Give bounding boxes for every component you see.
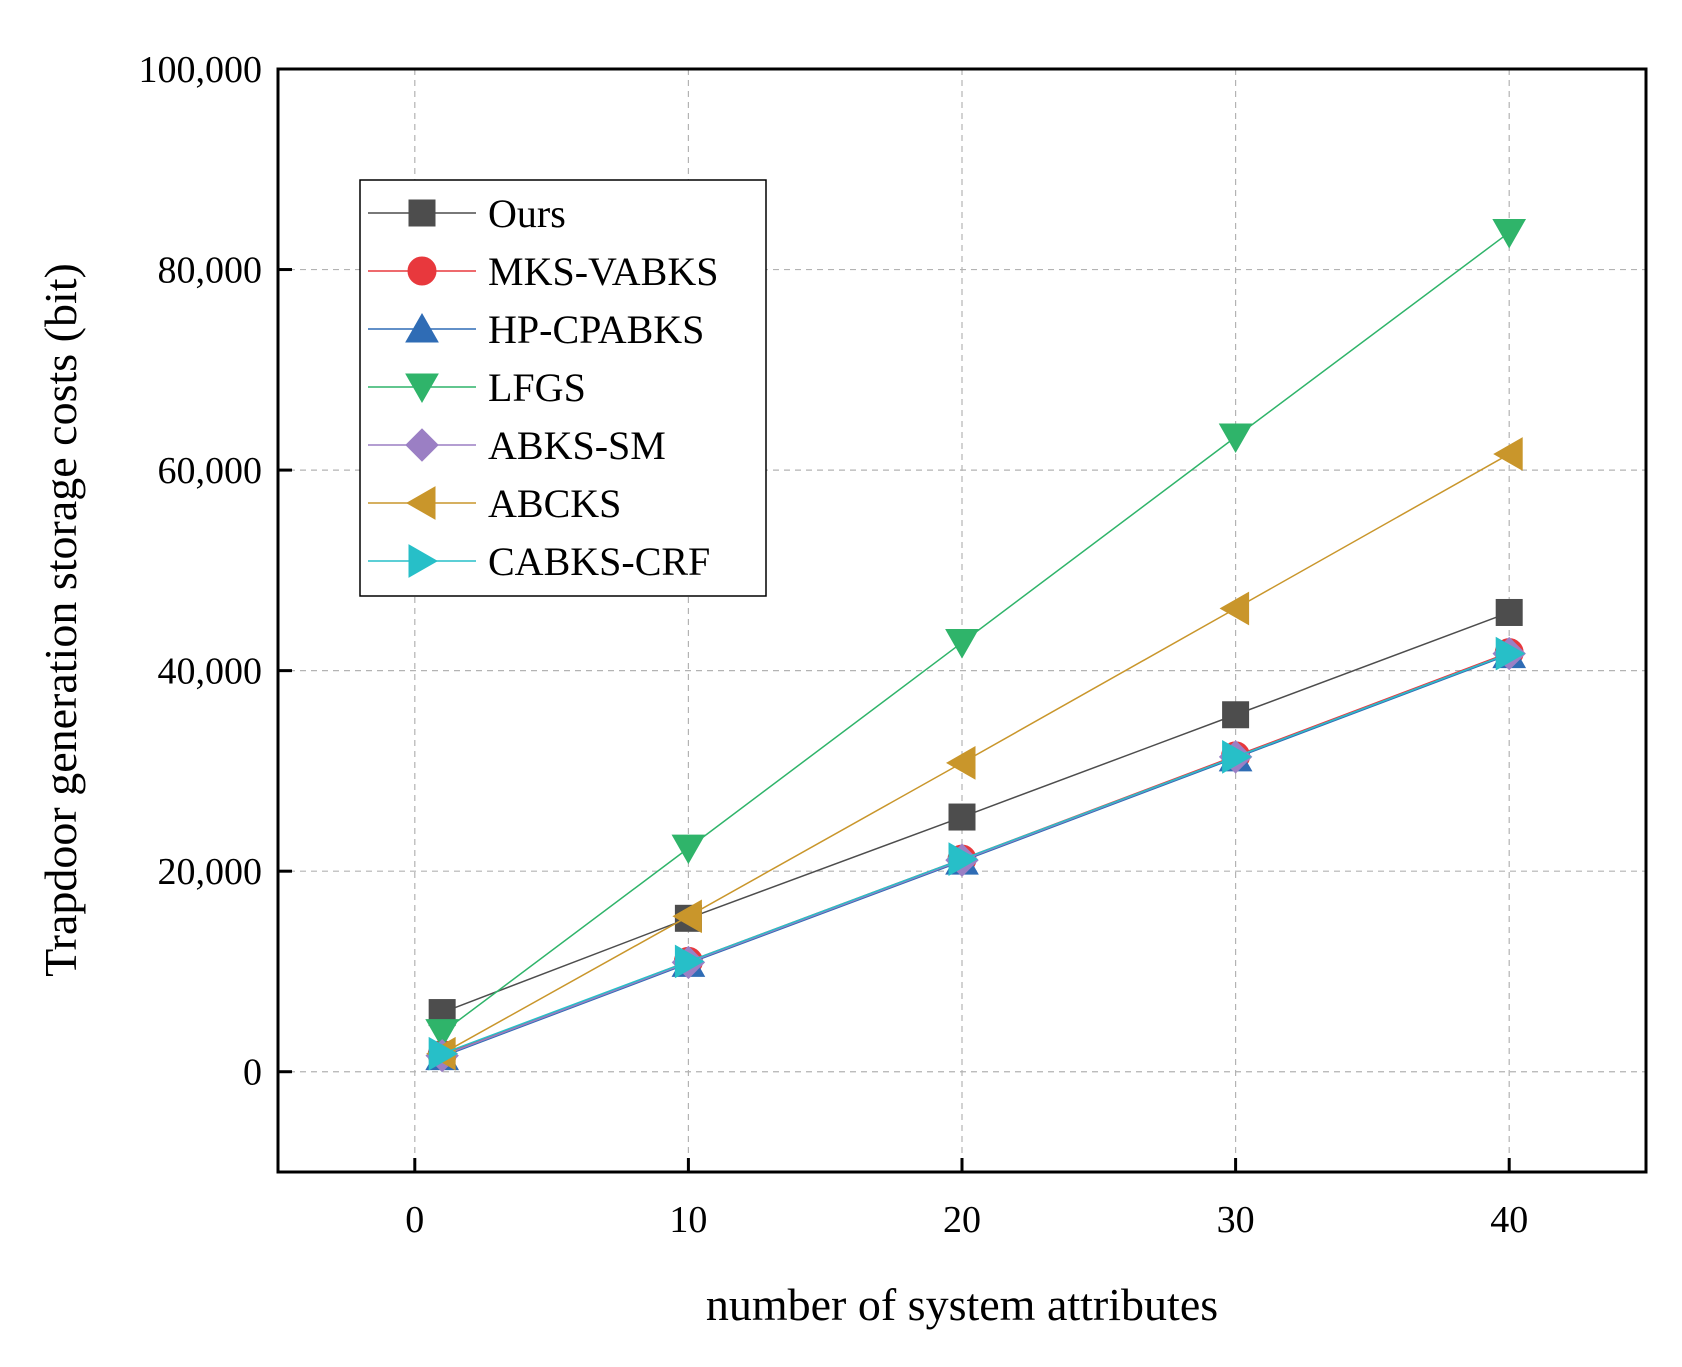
- y-tick-label: 0: [243, 1052, 262, 1094]
- y-tick-label: 20,000: [158, 851, 263, 893]
- plot-frame: [276, 67, 1648, 1174]
- data-point-abcks: [1493, 437, 1523, 471]
- y-axis-title: Trapdoor generation storage costs (bit): [35, 263, 86, 977]
- series-lfgs: [425, 218, 1527, 1049]
- legend-label: HP-CPABKS: [488, 307, 704, 352]
- y-tick-label: 80,000: [158, 250, 263, 292]
- legend: Ours MKS-VABKS HP-CPABKS LFGS ABKS-SM ABCKS CA…: [359, 179, 767, 597]
- legend-marker: [405, 486, 436, 520]
- series-cabks-crf: [428, 636, 1526, 1071]
- data-point-cabks-crf: [1222, 740, 1252, 774]
- data-point-lfgs: [1492, 218, 1527, 249]
- data-point-cabks-crf: [674, 944, 705, 979]
- y-tick-label: 40,000: [158, 651, 263, 693]
- y-tick-label: 60,000: [158, 450, 263, 492]
- data-point-cabks-crf: [428, 1036, 459, 1071]
- series-ours: [428, 598, 1523, 1027]
- data-point-ours: [1222, 701, 1250, 729]
- x-tick-label: 0: [405, 1199, 424, 1241]
- legend-marker: [405, 428, 439, 462]
- legend-marker: [407, 256, 437, 286]
- data-point-ours: [1495, 598, 1523, 626]
- legend-item-lfgs: LFGS: [368, 365, 586, 410]
- legend-item-cabks-crf: CABKS-CRF: [368, 539, 710, 584]
- legend-marker: [408, 544, 439, 578]
- x-tick-label: 40: [1490, 1199, 1528, 1241]
- data-point-lfgs: [1218, 423, 1253, 454]
- y-tick-label: 100,000: [139, 49, 263, 91]
- x-tick-label: 20: [943, 1199, 981, 1241]
- data-point-lfgs: [425, 1019, 460, 1049]
- legend-label: ABKS-SM: [488, 423, 666, 468]
- legend-item-abks-sm: ABKS-SM: [368, 423, 666, 468]
- data-point-ours: [948, 803, 976, 831]
- legend-item-abcks: ABCKS: [368, 481, 621, 526]
- legend-item-ours: Ours: [368, 191, 566, 236]
- data-point-cabks-crf: [1495, 636, 1526, 671]
- x-tick-label: 10: [669, 1199, 707, 1241]
- legend-item-mks-vabks: MKS-VABKS: [368, 249, 718, 294]
- series-lines: [425, 218, 1527, 1073]
- legend-label: LFGS: [488, 365, 586, 410]
- legend-label: ABCKS: [488, 481, 621, 526]
- data-point-abcks: [672, 899, 702, 934]
- data-point-lfgs: [945, 629, 979, 659]
- x-tick-label: 30: [1217, 1199, 1255, 1241]
- series-line-cabks-crf: [441, 652, 1510, 1055]
- series-line-ours: [441, 611, 1510, 1014]
- data-point-abcks: [945, 746, 976, 780]
- data-point-abcks: [1219, 591, 1250, 626]
- x-axis-title: number of system attributes: [706, 1279, 1218, 1330]
- legend-marker: [405, 312, 439, 343]
- legend-label: Ours: [488, 191, 566, 236]
- legend-label: MKS-VABKS: [488, 249, 718, 294]
- legend-marker: [405, 373, 439, 404]
- legend-marker: [408, 199, 436, 227]
- data-point-lfgs: [671, 834, 706, 865]
- axis-ticks: 0 10 20 30 40 0 20,000 40,000 60,000 80,000 100,00…: [139, 49, 1529, 1241]
- data-point-cabks-crf: [948, 842, 979, 877]
- legend-item-hp-cpabks: HP-CPABKS: [368, 307, 704, 352]
- legend-label: CABKS-CRF: [488, 539, 710, 584]
